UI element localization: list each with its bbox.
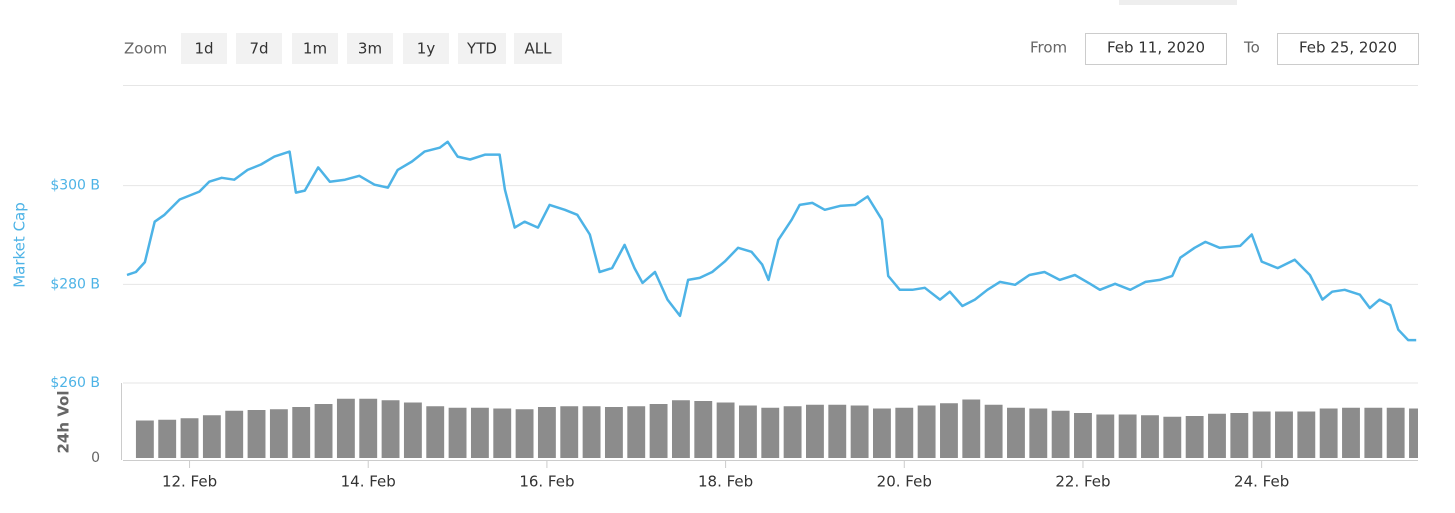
volume-bar [917, 405, 936, 458]
market-cap-line [126, 140, 1417, 342]
volume-bar [1074, 413, 1092, 458]
x-tick-label: 22. Feb [1055, 473, 1110, 491]
volume-bar [403, 402, 422, 458]
y-axis-title: 24h Vol [55, 390, 73, 453]
volume-bar [448, 407, 467, 458]
volume-bar [850, 405, 869, 458]
plot: $260 B $280 B $300 B Market Cap 0 24h Vol 12. … [11, 140, 1418, 491]
from-input[interactable] [1085, 33, 1227, 65]
volume-bar [426, 406, 445, 458]
volume-bar [716, 402, 735, 458]
volume-bar [1163, 416, 1182, 458]
zoom-button[interactable] [236, 33, 282, 64]
volume-bar [984, 404, 1003, 458]
volume-bar [515, 409, 534, 458]
volume-bar [1364, 407, 1383, 458]
x-tick-label: 16. Feb [519, 473, 574, 491]
zoom-button-label[interactable]: 1y [417, 40, 436, 58]
volume-bar [738, 405, 757, 458]
volume-bar [895, 407, 914, 458]
volume-bar [1386, 407, 1405, 458]
volume-bar [493, 408, 512, 458]
zoom-buttons: 1d 7d 1m 3m 1y YTD ALL [181, 33, 562, 64]
volume-bar [1096, 414, 1115, 458]
volume-bar [292, 407, 311, 458]
volume-bar [962, 399, 981, 458]
volume-bar [1118, 414, 1137, 458]
volume-bar [1141, 415, 1159, 458]
volume-bar [828, 404, 847, 458]
volume-bar [247, 410, 266, 458]
volume-bar [761, 407, 780, 458]
zoom-button-label[interactable]: 1m [303, 40, 327, 58]
volume-bar [269, 409, 288, 458]
y-axis-title: Market Cap [11, 202, 29, 288]
tab [1119, 0, 1237, 5]
x-tick-label: 20. Feb [877, 473, 932, 491]
zoom-button-label[interactable]: 3m [358, 40, 382, 58]
volume-bar [694, 401, 713, 458]
zoom-button-label[interactable]: 7d [249, 40, 268, 58]
zoom-button-label[interactable]: YTD [466, 40, 497, 58]
y-tick-label: 0 [91, 450, 100, 466]
volume-bar [1319, 408, 1338, 458]
y-tick-label: $300 B [50, 178, 100, 194]
zoom-button[interactable] [347, 33, 393, 64]
volume-bar [359, 398, 378, 458]
volume-bar [1297, 411, 1316, 458]
volume-bar [1007, 407, 1025, 458]
volume-bar [1185, 416, 1204, 458]
volume-bar [158, 419, 177, 458]
to-label: To [1243, 39, 1260, 57]
zoom-label: Zoom [124, 40, 167, 58]
volume-bar [1252, 411, 1271, 458]
to-value[interactable]: Feb 25, 2020 [1299, 39, 1397, 57]
volume-bar [783, 406, 802, 458]
to-input[interactable] [1277, 33, 1419, 65]
volume-bar [873, 408, 891, 458]
x-tick-label: 14. Feb [341, 473, 396, 491]
volume-bar [180, 418, 199, 458]
x-tick-label: 24. Feb [1234, 473, 1289, 491]
volume-bar [1275, 411, 1293, 458]
zoom-button-label[interactable]: ALL [525, 40, 553, 58]
volume-bar [470, 407, 489, 458]
y-tick-label: $280 B [50, 276, 100, 292]
zoom-button[interactable] [403, 33, 449, 64]
zoom-button[interactable] [181, 33, 227, 64]
volume-bar [1230, 413, 1249, 458]
volume-bar [1051, 410, 1070, 458]
volume-bar [1342, 407, 1360, 458]
volume-bar [314, 404, 333, 458]
y-tick-label: $260 B [50, 375, 100, 391]
volume-bar [1029, 408, 1048, 458]
volume-bar [560, 406, 579, 458]
volume-bar [225, 410, 244, 458]
volume-bar [671, 400, 690, 458]
volume-bar [537, 407, 556, 458]
volume-bar [604, 407, 623, 458]
volume-bar [649, 404, 668, 458]
x-tick-label: 12. Feb [162, 473, 217, 491]
volume-bar [940, 403, 958, 458]
zoom-button[interactable] [514, 33, 562, 64]
volume-bar [806, 404, 824, 458]
volume-bar [627, 406, 646, 458]
volume-bar [582, 406, 601, 458]
from-value[interactable]: Feb 11, 2020 [1107, 39, 1205, 57]
from-label: From [1030, 39, 1067, 57]
zoom-button-label[interactable]: 1d [194, 40, 213, 58]
volume-bar [1409, 408, 1418, 458]
volume-bar [336, 398, 355, 458]
volume-bar [135, 420, 154, 458]
x-tick-label: 18. Feb [698, 473, 753, 491]
volume-bar [1208, 413, 1226, 458]
zoom-button[interactable] [292, 33, 338, 64]
volume-bar [202, 415, 221, 458]
volume-bar [381, 400, 400, 458]
zoom-button[interactable] [458, 33, 506, 64]
